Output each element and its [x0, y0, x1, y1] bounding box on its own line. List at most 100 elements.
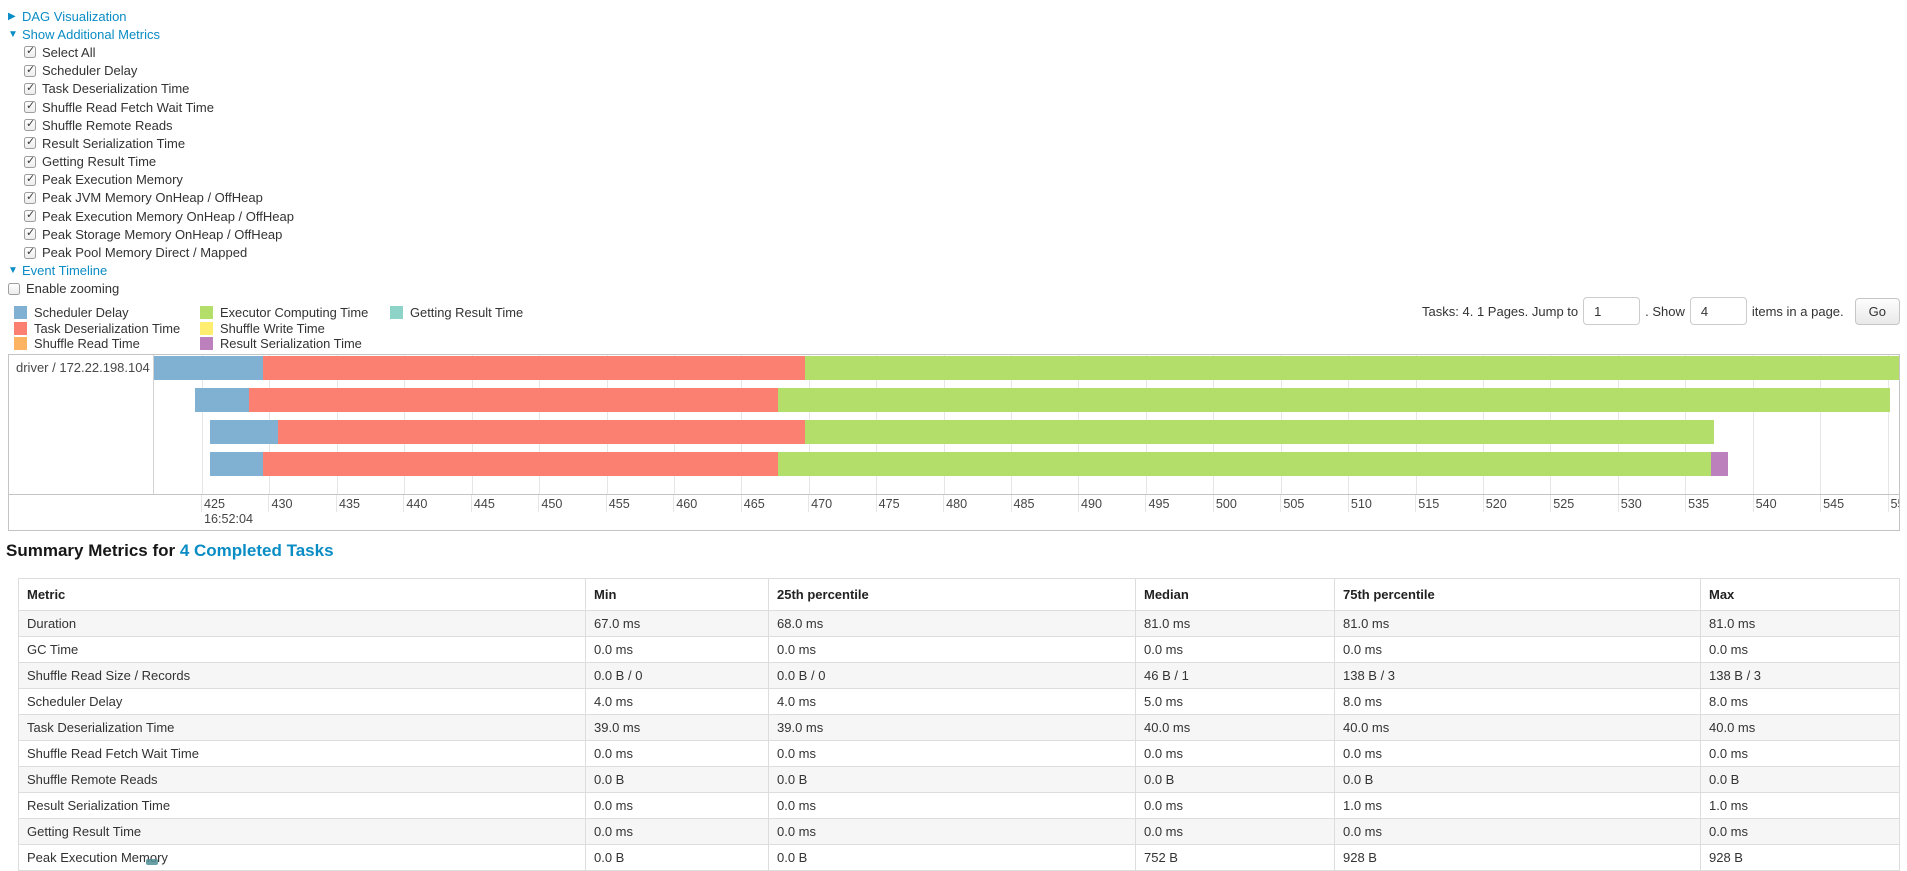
task-timeline-bar[interactable]: [154, 356, 1899, 380]
metric-checkbox-row[interactable]: Scheduler Delay: [24, 62, 294, 80]
task_deserialization-segment[interactable]: [277, 420, 805, 444]
timeline-tick-label: 535: [1688, 497, 1710, 511]
summary-metric-value: 4.0 ms: [768, 688, 1136, 715]
jump-to-page-input[interactable]: [1583, 297, 1641, 325]
summary-metric-name: Task Deserialization Time: [18, 714, 586, 741]
timeline-tick-line: [1482, 495, 1484, 512]
metric-checkbox[interactable]: [24, 172, 36, 186]
task-timeline-bar[interactable]: [154, 388, 1899, 412]
metric-checkbox-row[interactable]: Peak JVM Memory OnHeap / OffHeap: [24, 189, 294, 207]
metric-checkbox[interactable]: [24, 117, 36, 132]
items-per-page-input[interactable]: [1689, 297, 1747, 325]
executor_computing-segment[interactable]: [804, 420, 1714, 444]
timeline-tick-label: 495: [1148, 497, 1170, 511]
timeline-axis-time-row: 16:52:04: [153, 512, 1899, 530]
summary-metric-value: 0.0 ms: [768, 740, 1136, 767]
scheduler_delay-segment[interactable]: [154, 356, 263, 380]
summary-metric-value: 928 B: [1700, 844, 1900, 871]
timeline-tick-label: 520: [1485, 497, 1507, 511]
executor_computing-segment[interactable]: [777, 452, 1711, 476]
metric-checkbox[interactable]: [24, 245, 36, 259]
go-button[interactable]: Go: [1854, 297, 1900, 325]
summary-metric-value: 81.0 ms: [1135, 610, 1335, 637]
stage-page-controls: ▶ DAG Visualization ▼ Show Additional Me…: [8, 7, 294, 298]
metric-checkbox[interactable]: [24, 154, 36, 168]
summary-metric-value: 4.0 ms: [585, 688, 769, 715]
metric-checkbox-row[interactable]: Getting Result Time: [24, 153, 294, 171]
summary-metric-value: 0.0 B / 0: [768, 662, 1136, 689]
metric-checkbox-label: Task Deserialization Time: [42, 81, 190, 97]
enable-zooming-checkbox-row[interactable]: Enable zooming: [8, 280, 294, 298]
completed-tasks-link[interactable]: 4 Completed Tasks: [179, 541, 334, 560]
metric-checkbox-row[interactable]: Shuffle Remote Reads: [24, 116, 294, 134]
event-timeline-label: Event Timeline: [22, 263, 108, 279]
metric-checkbox[interactable]: [24, 226, 36, 241]
executor_computing-segment[interactable]: [777, 388, 1891, 412]
metric-checkbox[interactable]: [24, 63, 36, 77]
summary-metric-value: 0.0 B: [768, 844, 1136, 871]
summary-metric-value: 81.0 ms: [1700, 610, 1900, 637]
event-timeline-toggle[interactable]: ▼ Event Timeline: [8, 263, 107, 278]
legend-item: Executor Computing Time: [200, 305, 390, 320]
legend-item: Getting Result Time: [390, 305, 523, 320]
summary-metric-value: 0.0 ms: [1135, 636, 1335, 663]
summary-metric-name: GC Time: [18, 636, 586, 663]
summary-table-header-row: Metric Min 25th percentile Median 75th perce…: [18, 578, 1900, 611]
metric-checkbox[interactable]: [24, 135, 36, 150]
metric-checkbox-row[interactable]: Select All: [24, 43, 294, 61]
metric-checkbox-row[interactable]: Peak Execution Memory: [24, 171, 294, 189]
timeline-tick-label: 450: [541, 497, 563, 511]
timeline-tick-label: 505: [1283, 497, 1305, 511]
summary-table-row: GC Time 0.0 ms 0.0 ms 0.0 ms 0.0 ms 0.0 ms: [18, 636, 1900, 663]
scheduler_delay-segment[interactable]: [195, 388, 250, 412]
metric-checkbox[interactable]: [24, 81, 36, 95]
task_deserialization-segment[interactable]: [262, 356, 805, 380]
summary-metric-value: 0.0 B: [1334, 766, 1701, 793]
task-pagination: Tasks: 4. 1 Pages. Jump to . Show items …: [1422, 294, 1900, 328]
dag-visualization-toggle[interactable]: ▶ DAG Visualization: [8, 9, 127, 24]
enable-zooming-checkbox[interactable]: [8, 282, 20, 295]
metric-checkbox-row[interactable]: Shuffle Read Fetch Wait Time: [24, 98, 294, 116]
metric-checkbox-row[interactable]: Result Serialization Time: [24, 134, 294, 152]
metric-checkbox[interactable]: [24, 190, 36, 204]
summary-metric-value: 0.0 ms: [585, 818, 769, 845]
legend-column: Executor Computing Time Shuffle Write Tim…: [200, 305, 390, 351]
summary-column-header: Median: [1135, 578, 1335, 611]
summary-metric-value: 138 B / 3: [1700, 662, 1900, 689]
metric-checkbox[interactable]: [24, 208, 36, 223]
timeline-tick-line: [1617, 495, 1619, 512]
executor_computing-segment[interactable]: [804, 356, 1899, 380]
task-timeline-bar[interactable]: [154, 452, 1899, 476]
scheduler_delay-segment[interactable]: [210, 420, 278, 444]
task_deserialization-swatch-icon: [14, 321, 27, 335]
timeline-tick-label: 425: [204, 497, 226, 511]
metric-checkbox[interactable]: [24, 99, 36, 114]
metric-checkbox-row[interactable]: Peak Pool Memory Direct / Mapped: [24, 243, 294, 261]
summary-metric-value: 39.0 ms: [585, 714, 769, 741]
enable-zooming-label: Enable zooming: [26, 281, 120, 297]
legend-item: Scheduler Delay: [14, 305, 200, 320]
summary-metric-value: 40.0 ms: [1700, 714, 1900, 741]
timeline-tick-line: [403, 495, 405, 512]
metric-checkbox-row[interactable]: Peak Execution Memory OnHeap / OffHeap: [24, 207, 294, 225]
result_serialization-segment[interactable]: [1710, 452, 1729, 476]
timeline-tick-line: [1887, 495, 1889, 512]
summary-metrics-table: Metric Min 25th percentile Median 75th perce…: [18, 578, 1900, 871]
timeline-tick-line: [740, 495, 742, 512]
metric-checkbox-row[interactable]: Peak Storage Memory OnHeap / OffHeap: [24, 225, 294, 243]
summary-table-row: Duration 67.0 ms 68.0 ms 81.0 ms 81.0 ms 81.0…: [18, 610, 1900, 637]
task_deserialization-segment[interactable]: [262, 452, 778, 476]
show-additional-metrics-toggle[interactable]: ▼ Show Additional Metrics: [8, 27, 160, 42]
task_deserialization-segment[interactable]: [249, 388, 778, 412]
metric-checkbox[interactable]: [24, 44, 36, 59]
timeline-tick-label: 485: [1013, 497, 1035, 511]
summary-metric-name: Scheduler Delay: [18, 688, 586, 715]
legend-item: Task Deserialization Time: [14, 320, 200, 336]
pagination-show-text: . Show: [1645, 303, 1685, 319]
scheduler_delay-segment[interactable]: [210, 452, 263, 476]
task-timeline-bar[interactable]: [154, 420, 1899, 444]
metric-checkbox-row[interactable]: Task Deserialization Time: [24, 80, 294, 98]
timeline-tick-label: 470: [811, 497, 833, 511]
timeline-tick-line: [1550, 495, 1552, 512]
metric-checkbox-label: Peak Pool Memory Direct / Mapped: [42, 245, 248, 261]
